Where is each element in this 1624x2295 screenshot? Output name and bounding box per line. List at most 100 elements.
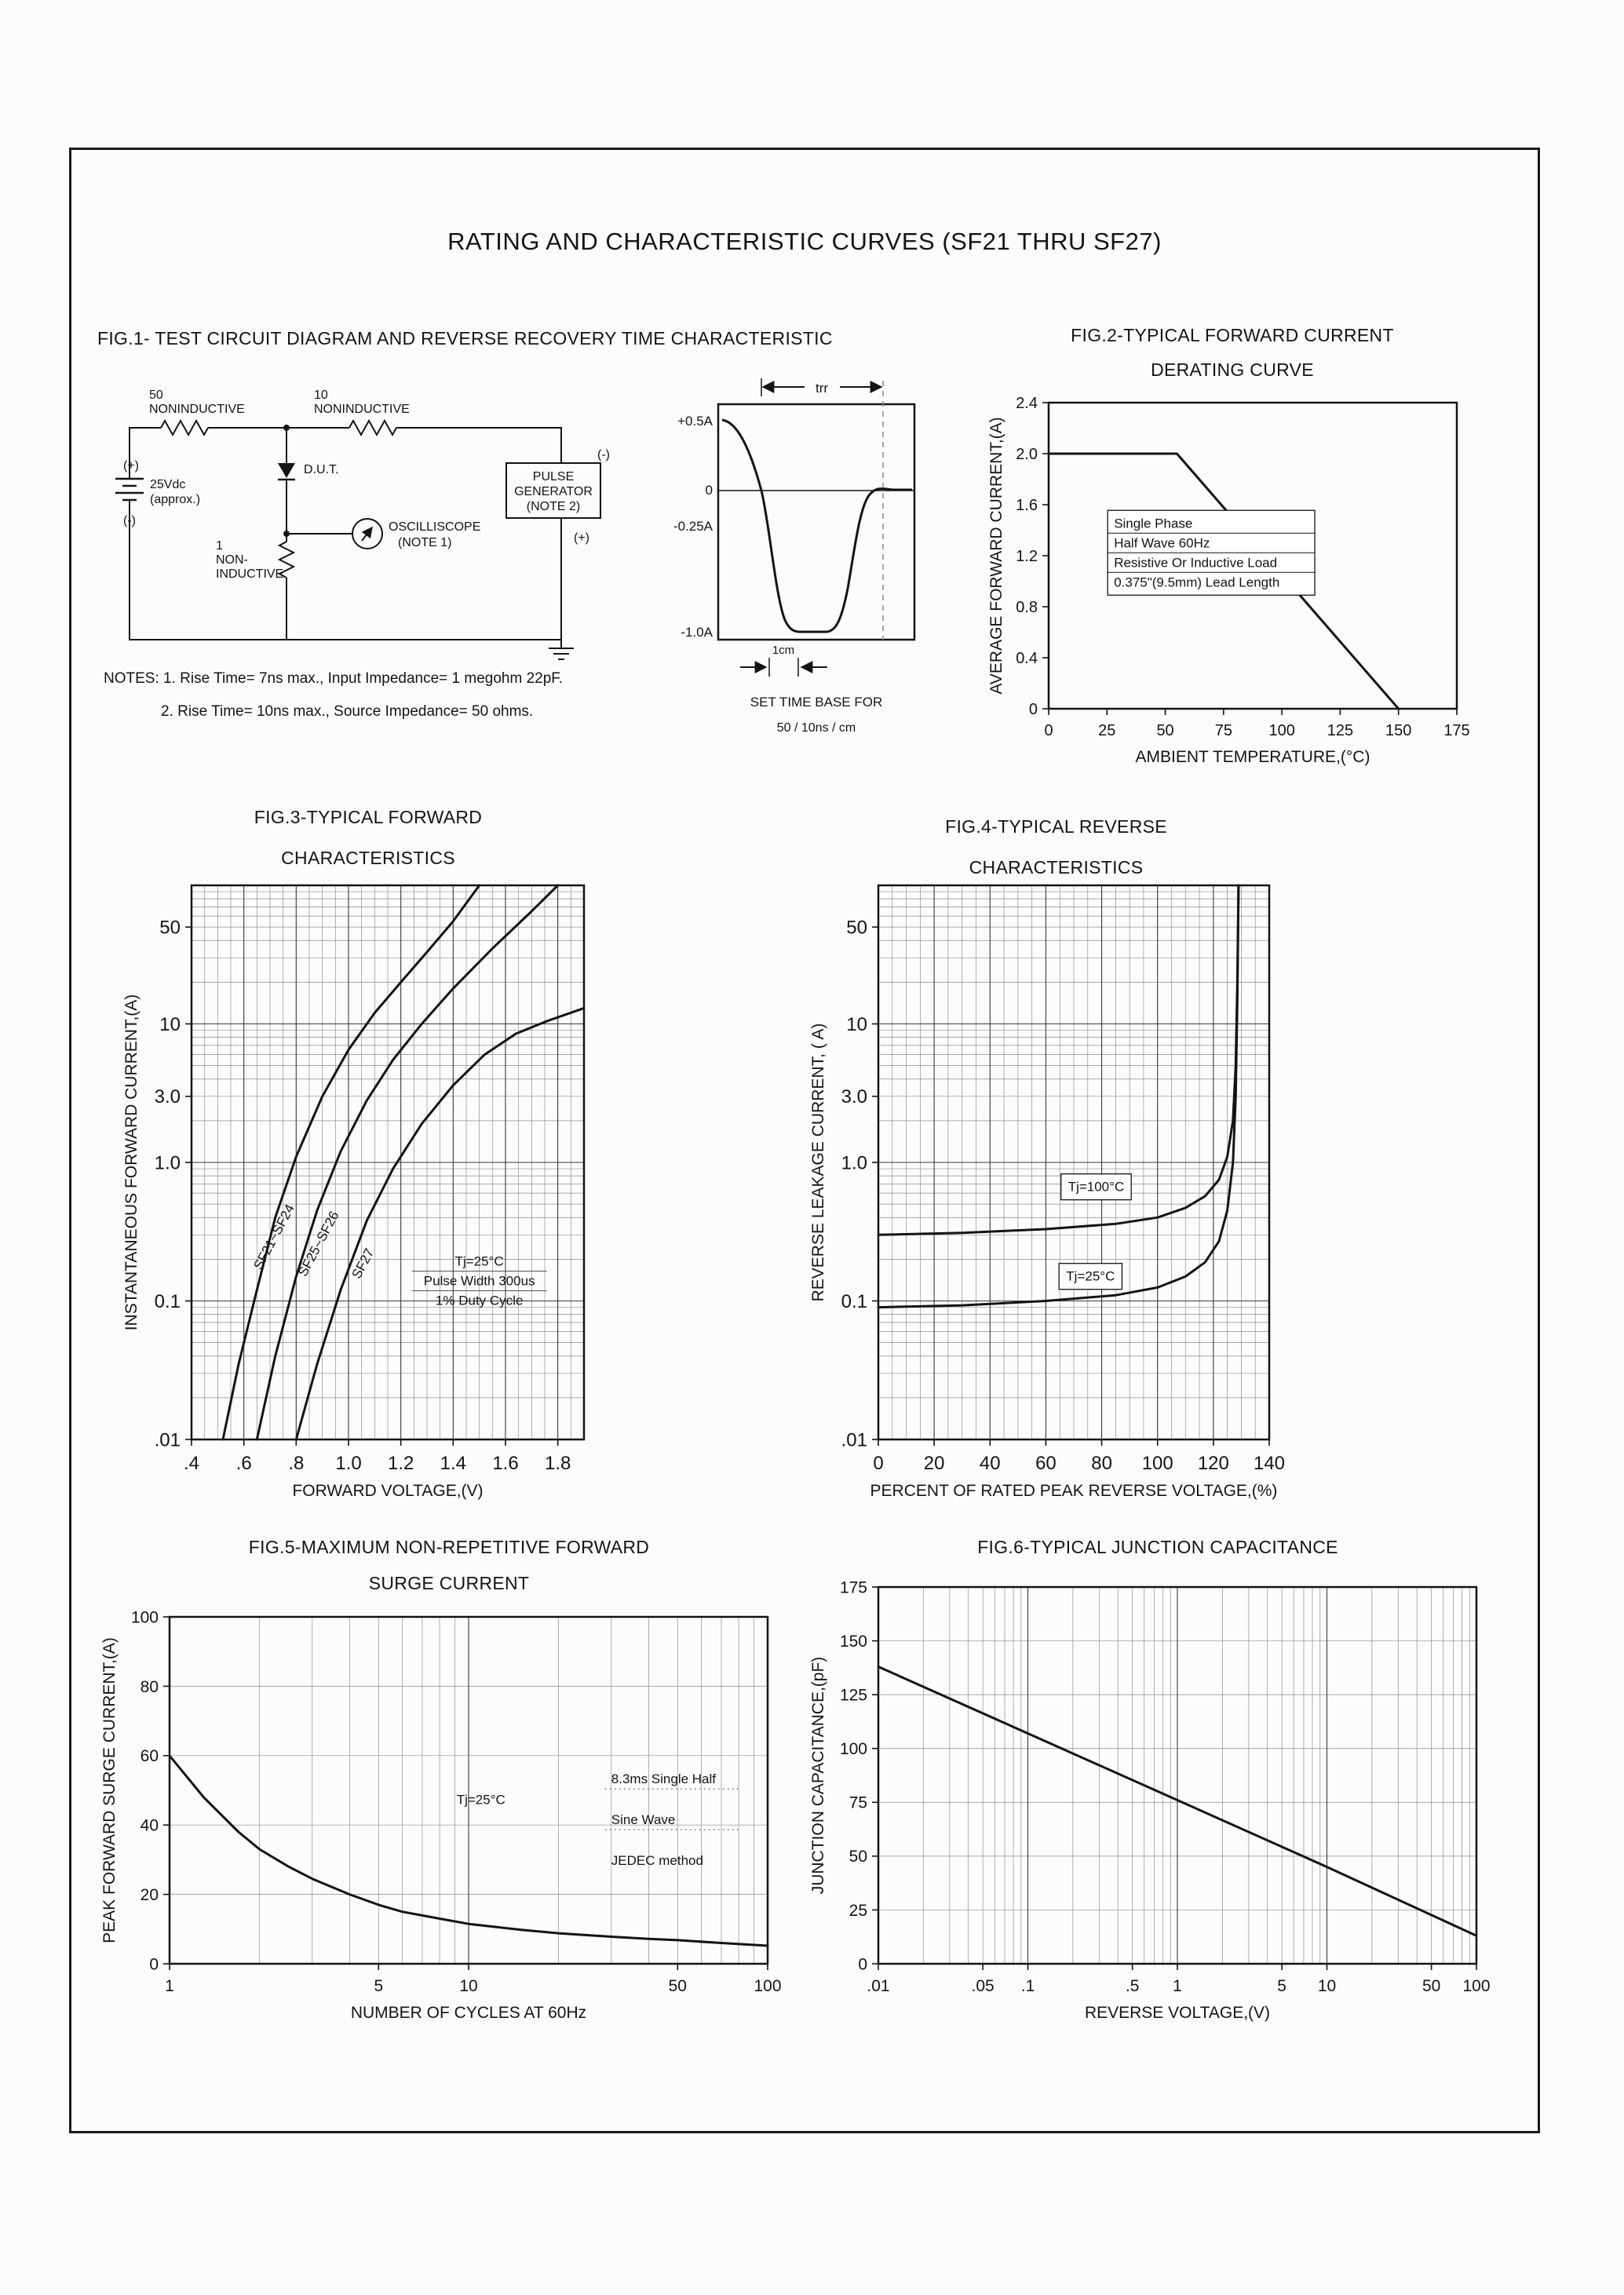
svg-text:1.0: 1.0: [155, 1152, 181, 1173]
svg-text:1.6: 1.6: [1016, 497, 1038, 514]
svg-text:100: 100: [1268, 722, 1294, 739]
oscilloscope-label: OSCILLISCOPE: [389, 520, 480, 534]
svg-text:.01: .01: [867, 1977, 889, 1995]
fig1-circuit-diagram: 50 NONINDUCTIVE 10 NONINDUCTIVE (+) 25Vd…: [115, 389, 610, 660]
svg-text:50: 50: [669, 1977, 687, 1995]
svg-text:JEDEC method: JEDEC method: [611, 1853, 703, 1868]
fig4-reverse-characteristics-chart: 0 20 40 60 80 100 120 140 50 10 3.0 1.0 0.1 .01 PERCEN…: [809, 884, 1285, 1500]
y-axis-label: REVERSE LEAKAGE CURRENT, ( A): [809, 1023, 827, 1302]
y-axis-label: AVERAGE FORWARD CURRENT,(A): [987, 417, 1005, 694]
svg-text:Tj=25°C: Tj=25°C: [1066, 1269, 1115, 1284]
circuit-labels: 50 NONINDUCTIVE 10 NONINDUCTIVE (+) 25Vd…: [123, 389, 610, 581]
axis-ticks: 0 20 40 60 80 100 120 140 50 10 3.0 1.0 0.1 .01: [841, 918, 1285, 1474]
svg-text:Tj=25°C: Tj=25°C: [457, 1793, 505, 1808]
svg-text:0.1: 0.1: [155, 1291, 181, 1312]
svg-text:25: 25: [1098, 722, 1115, 739]
svg-text:75: 75: [849, 1794, 867, 1812]
svg-text:0.375"(9.5mm) Lead Length: 0.375"(9.5mm) Lead Length: [1114, 575, 1279, 589]
svg-text:80: 80: [1091, 1453, 1112, 1474]
svg-text:25: 25: [849, 1902, 867, 1920]
axis-ticks: 0 25 50 75 100 125 150 175 0 0.4 0.8 1.2 1.6 2.0 2.4: [1016, 395, 1470, 739]
svg-text:0: 0: [149, 1955, 159, 1973]
fig2-derating-chart: 0 25 50 75 100 125 150 175 0 0.4 0.8 1.2 1.6 2.0 2.4 AM…: [987, 395, 1470, 766]
pulse-gen-label1: PULSE: [533, 470, 574, 483]
svg-text:SF25~SF26: SF25~SF26: [295, 1209, 342, 1279]
svg-text:120: 120: [1198, 1453, 1229, 1474]
svg-text:50: 50: [159, 918, 181, 939]
diode-dut-icon: [278, 463, 295, 481]
svg-text:80: 80: [141, 1678, 159, 1696]
resistor-10ohm-icon: [349, 418, 397, 437]
svg-text:50: 50: [1422, 1977, 1440, 1995]
svg-text:125: 125: [1327, 722, 1353, 739]
svg-text:100: 100: [840, 1740, 867, 1758]
ground-icon: [549, 640, 574, 660]
svg-text:3.0: 3.0: [155, 1086, 181, 1107]
svg-text:150: 150: [840, 1633, 867, 1651]
dut-label: D.U.T.: [304, 463, 338, 476]
fig5-surge-current-chart: 1 5 10 50 100 0 20 40 60 80 100 NUMBER OF CYCLES AT…: [100, 1608, 782, 2022]
x-axis-label: FORWARD VOLTAGE,(V): [292, 1482, 483, 1500]
svg-text:.01: .01: [841, 1429, 867, 1450]
svg-text:175: 175: [1443, 722, 1469, 739]
chart-annotation: 8.3ms Single Half Sine Wave JEDEC method: [604, 1771, 740, 1868]
axis-ticks: 1 5 10 50 100 0 20 40 60 80 100: [131, 1608, 782, 1995]
trr-label: trr: [816, 381, 828, 396]
timebase-caption-line2: 50 / 10ns / cm: [777, 721, 856, 735]
series-junction-capacitance: [877, 1666, 1478, 1937]
svg-text:100: 100: [1142, 1453, 1173, 1474]
svg-text:40: 40: [980, 1453, 1001, 1474]
r1-value-label: 50: [149, 389, 163, 402]
svg-text:SF21~SF24: SF21~SF24: [250, 1202, 297, 1272]
waveform-frame: [717, 403, 916, 641]
r2-value-label: 10: [314, 389, 328, 402]
grid-major: [1027, 1587, 1328, 1964]
series-SF25-SF26: [255, 884, 560, 1441]
axis-ticks: .01 .05 .1 .5 1 5 10 50 100 0 25 50 75 100 125 150 175: [840, 1578, 1491, 1995]
pulse-gen-minus-label: (-): [597, 448, 610, 462]
svg-text:1% Duty Cycle: 1% Duty Cycle: [436, 1293, 523, 1308]
fig5-title-line2: SURGE CURRENT: [368, 1573, 530, 1593]
fig3-title-line1: FIG.3-TYPICAL FORWARD: [254, 807, 483, 827]
chart-annotation: SF21~SF24: [250, 1202, 297, 1272]
svg-text:20: 20: [924, 1453, 945, 1474]
chart-annotation: Single Phase Half Wave 60Hz Resistive Or I…: [1107, 509, 1316, 596]
svg-text:.5: .5: [1126, 1977, 1140, 1995]
svg-text:1: 1: [1173, 1977, 1182, 1995]
svg-text:175: 175: [840, 1578, 867, 1596]
battery-approx-label: (approx.): [150, 493, 200, 506]
r3-value-label: 1: [216, 539, 223, 553]
svg-text:1.8: 1.8: [545, 1453, 571, 1474]
svg-text:50: 50: [1156, 722, 1173, 739]
fig1-note-1: NOTES: 1. Rise Time= 7ns max., Input Imp…: [104, 670, 564, 687]
junction-dot: [283, 531, 290, 537]
fig2-title-line2: DERATING CURVE: [1151, 359, 1314, 380]
svg-text:.4: .4: [184, 1453, 199, 1474]
pulse-generator-box: [505, 462, 601, 519]
y-axis-label: PEAK FORWARD SURGE CURRENT,(A): [100, 1637, 119, 1943]
y-label-minus025A: -0.25A: [673, 519, 713, 534]
svg-text:50: 50: [849, 1848, 867, 1866]
battery-plus-label: (+): [123, 459, 139, 472]
r1-type-label: NONINDUCTIVE: [149, 403, 245, 416]
r3-type-label2: INDUCTIVE: [216, 567, 283, 581]
svg-text:0: 0: [1029, 701, 1038, 718]
series-Tj-25C: [877, 884, 1240, 1309]
svg-text:150: 150: [1385, 722, 1411, 739]
r2-type-label: NONINDUCTIVE: [314, 403, 410, 416]
svg-text:Tj=25°C: Tj=25°C: [455, 1253, 504, 1268]
svg-text:1.2: 1.2: [1016, 548, 1038, 565]
svg-text:100: 100: [754, 1977, 781, 1995]
svg-text:125: 125: [840, 1686, 867, 1704]
battery-minus-label: (-): [123, 514, 136, 527]
fig3-title-line2: CHARACTERISTICS: [281, 848, 455, 868]
svg-text:50: 50: [846, 918, 867, 939]
circuit-wires: [129, 418, 601, 640]
svg-text:2.0: 2.0: [1016, 446, 1038, 463]
y-label-minus10A: -1.0A: [681, 625, 713, 640]
junction-dot: [283, 425, 290, 431]
svg-text:100: 100: [1462, 1977, 1490, 1995]
pulse-gen-label3: (NOTE 2): [527, 500, 580, 513]
fig1-waveform: trr +0.5A 0 -0.25A -1.0A 1cm SET TIME BA…: [673, 378, 916, 735]
svg-text:0.8: 0.8: [1016, 599, 1038, 616]
